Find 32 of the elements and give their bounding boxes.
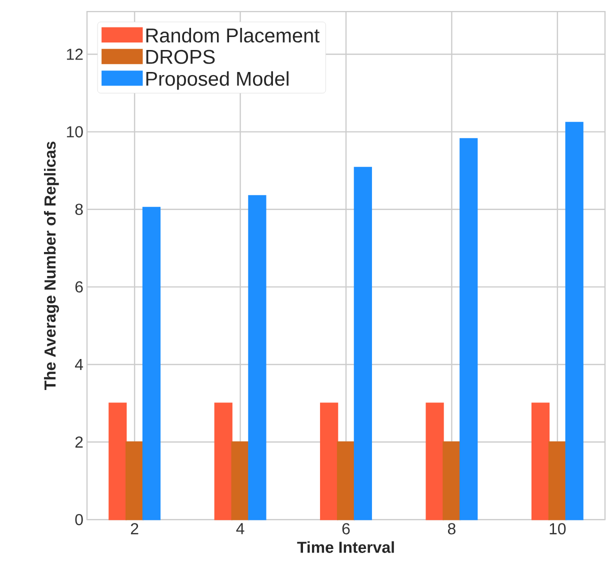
y-tick-label: 6 (75, 281, 83, 293)
x-tick-label: 4 (236, 523, 244, 534)
bar (565, 122, 584, 520)
y-axis-title: The Average Number of Replicas (44, 142, 59, 390)
y-tick-label: 10 (66, 126, 83, 138)
y-tick-label: 8 (75, 204, 83, 215)
bar (231, 441, 250, 520)
bar (531, 402, 550, 520)
bar (426, 402, 444, 520)
y-tick-label: 2 (75, 436, 83, 448)
legend-label: Random Placement (146, 28, 320, 43)
bar (460, 138, 478, 520)
bar (336, 441, 356, 520)
bar (126, 441, 144, 520)
bar (548, 441, 566, 520)
bar (354, 166, 372, 520)
x-axis-title: Time Interval (297, 541, 394, 553)
bar (142, 206, 161, 520)
bar (108, 402, 127, 520)
y-tick-label: 12 (66, 48, 83, 60)
x-tick-label: 10 (550, 523, 566, 534)
y-tick-label: 4 (74, 358, 84, 370)
bar (320, 402, 338, 520)
legend-label: Proposed Model (146, 71, 288, 90)
y-tick-label: 0 (75, 514, 83, 526)
legend-label: DROPS (146, 50, 215, 64)
bar (214, 402, 232, 520)
x-tick-label: 2 (130, 523, 138, 534)
x-tick-label: 6 (342, 523, 350, 534)
bar (248, 195, 266, 520)
bar (442, 441, 461, 520)
x-tick-label: 8 (448, 523, 456, 534)
